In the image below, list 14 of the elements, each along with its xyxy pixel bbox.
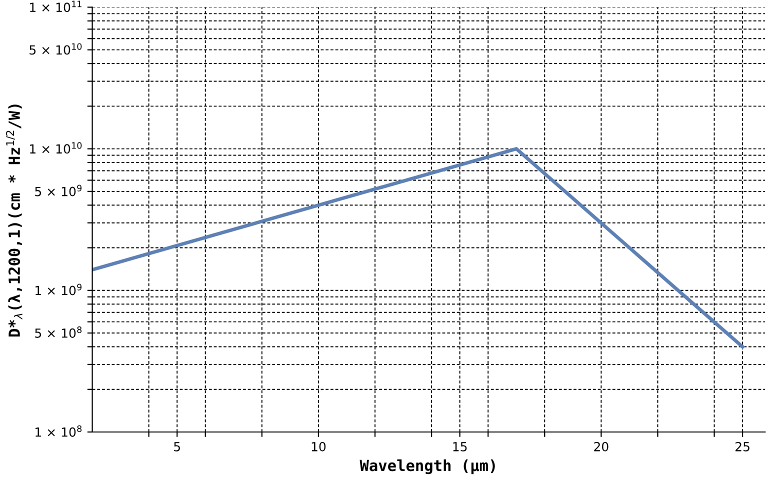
- y-tick-label: 5 × 10$^{8}$: [35, 326, 82, 338]
- x-axis-title: Wavelength (μm): [360, 459, 495, 474]
- x-tick-label: 15: [453, 442, 467, 452]
- x-tick-label: 10: [312, 442, 326, 452]
- y-tick-label: 1 × 10$^{10}$: [30, 142, 82, 154]
- x-tick-label: 5: [174, 442, 180, 452]
- y-tick-label: 5 × 10$^{9}$: [35, 184, 82, 196]
- y-tick-label: 1 × 10$^{8}$: [36, 425, 82, 437]
- y-axis-title: D*$_{λ}$(λ,1200,1)(cm * Hz$^{1/2}$/W): [6, 104, 22, 337]
- y-tick-label: 1 × 10$^{11}$: [30, 0, 82, 12]
- x-tick-label: 25: [736, 442, 750, 452]
- y-tick-label: 1 × 10$^{9}$: [36, 284, 82, 296]
- y-tick-label: 5 × 10$^{10}$: [30, 43, 82, 55]
- x-tick-label: 20: [594, 442, 608, 452]
